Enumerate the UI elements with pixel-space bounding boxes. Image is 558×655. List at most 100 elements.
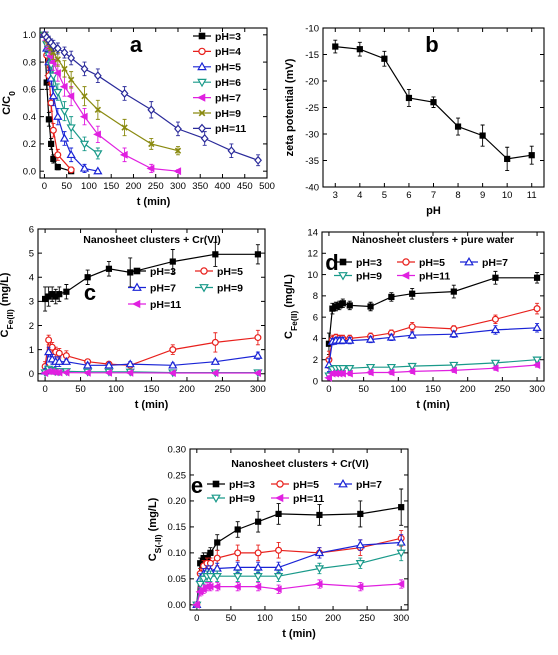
x-tick-label: 200	[179, 384, 195, 395]
data-point	[104, 368, 113, 377]
data-point	[275, 510, 282, 518]
legend-label: pH=11	[293, 493, 324, 505]
data-point	[365, 334, 376, 343]
data-point	[490, 325, 501, 334]
data-point	[192, 600, 200, 609]
legend-label: pH=3	[150, 266, 176, 278]
data-point	[121, 124, 128, 131]
y-axis-label: zeta potential (mV)	[284, 58, 296, 156]
panel-letter: b	[425, 32, 438, 57]
x-tick-label: 150	[103, 181, 119, 192]
legend-marker	[198, 47, 206, 56]
chart-panel-c: 0 50 100 150 200 250 300 0 1 2 3 4 5 6 t (min) CFe(II) …	[0, 224, 266, 411]
data-point	[253, 573, 263, 582]
x-tick-label: 500	[259, 181, 275, 192]
data-point	[174, 124, 182, 134]
x-tick-label: 450	[237, 181, 253, 192]
legend-marker	[402, 258, 410, 266]
x-tick-label: 300	[529, 384, 545, 395]
series-line	[328, 277, 538, 344]
data-point	[59, 107, 70, 116]
data-point	[339, 300, 346, 307]
y-tick-label: -35	[305, 156, 319, 167]
data-point	[206, 559, 214, 567]
legend-entry: pH=7	[334, 479, 382, 491]
data-point	[345, 335, 355, 344]
x-axis-label: t (min)	[135, 399, 169, 411]
x-tick-label: 50	[226, 613, 237, 624]
legend-label: pH=11	[150, 299, 181, 311]
y-tick-label: 0.6	[23, 85, 36, 96]
legend-entry: pH=3	[334, 257, 382, 269]
legend-label: pH=5	[419, 257, 445, 269]
x-tick-label: 3	[333, 190, 338, 201]
x-tick-label: 150	[144, 384, 160, 395]
data-point	[449, 329, 459, 338]
data-point	[355, 582, 364, 591]
data-point	[147, 105, 156, 115]
series-line	[44, 368, 258, 374]
data-point	[345, 369, 353, 378]
x-tick-label: 300	[393, 613, 409, 624]
y-tick-label: 0.4	[23, 112, 36, 123]
series-pH=3	[325, 270, 541, 355]
data-point	[61, 356, 72, 365]
legend-marker	[199, 284, 209, 293]
data-point	[212, 251, 219, 258]
data-point	[338, 335, 348, 344]
panel-letter: e	[191, 473, 203, 498]
legend-marker	[197, 123, 207, 134]
data-point	[398, 504, 405, 511]
y-axis-label: CFe(II) (mg/L)	[0, 272, 15, 337]
data-point	[55, 349, 63, 357]
x-tick-label: 300	[250, 384, 266, 395]
series-pH=11	[40, 367, 262, 377]
chart-panel-a: 0 50 100 150 200 250 300 350 400 450 500 0.0 0.2 0.4 0…	[1, 27, 275, 208]
legend-entry: pH=7	[128, 282, 176, 294]
data-point	[316, 511, 323, 519]
data-point	[66, 124, 76, 133]
legend-entry: pH=4	[193, 46, 241, 58]
plot-frame	[321, 231, 545, 382]
legend-entry: pH=3	[207, 479, 255, 491]
data-point	[356, 46, 363, 53]
data-point	[61, 65, 68, 73]
data-point	[195, 580, 205, 589]
data-point	[324, 373, 333, 382]
y-axis-label: CFe(II) (mg/L)	[283, 274, 299, 339]
data-point	[449, 361, 459, 370]
data-point	[532, 356, 542, 365]
data-point	[273, 562, 284, 571]
y-tick-label: 5	[29, 248, 34, 259]
legend-label: pH=9	[217, 282, 243, 294]
data-point	[67, 76, 75, 83]
data-point	[386, 368, 395, 377]
series-pH=11	[192, 579, 405, 609]
y-tick-label: 10	[307, 270, 318, 281]
data-point	[314, 548, 325, 557]
chart-title: Nanosheet clusters + Cr(VI)	[231, 458, 368, 470]
data-point	[273, 585, 282, 594]
data-point	[53, 43, 62, 53]
data-point	[104, 360, 114, 369]
data-point	[533, 274, 541, 281]
data-point	[148, 140, 155, 148]
chart-panel-d: 0 50 100 150 200 250 300 0 2 4 6 8 10 12 14 t (min) CFe(…	[283, 227, 545, 411]
y-tick-label: 6	[29, 224, 34, 235]
x-tick-label: 400	[215, 181, 231, 192]
data-point	[386, 363, 397, 372]
x-tick-label: 0	[194, 613, 199, 624]
legend-entry: pH=9	[207, 493, 255, 505]
data-point	[396, 580, 405, 588]
data-point	[48, 91, 58, 100]
data-point	[532, 361, 541, 369]
x-tick-label: 50	[75, 384, 86, 395]
data-point	[407, 367, 416, 376]
data-point	[532, 322, 542, 331]
data-point	[105, 265, 113, 272]
data-point	[365, 363, 376, 372]
data-point	[405, 94, 413, 102]
legend-label: pH=11	[419, 270, 450, 282]
data-point	[43, 347, 54, 356]
y-tick-label: 1	[29, 345, 34, 356]
